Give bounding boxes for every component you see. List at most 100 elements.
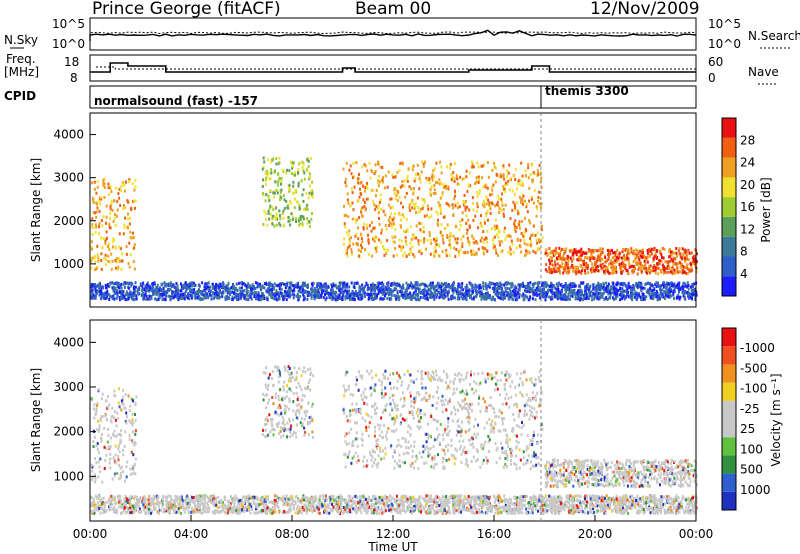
power-cells-cell-2580: [642, 286, 645, 290]
power-cells-cell-3211: [592, 287, 595, 291]
power-cells-cell-2512: [494, 292, 497, 296]
power-cells-cell-4288: [344, 297, 347, 301]
power-cells-cell-1191: [458, 182, 460, 186]
power-cells-cell-2020: [372, 292, 375, 296]
power-cells-cell-3253: [176, 284, 179, 288]
power-cells-cell-1682: [594, 256, 597, 260]
power-cells-cell-4155: [120, 296, 122, 300]
power-cells-cell-4172: [687, 296, 690, 300]
power-cells-cell-1483: [596, 260, 598, 264]
power-cells-cell-971: [499, 173, 502, 177]
power-cells-cell-2448: [169, 295, 172, 299]
power-cells-cell-18: [108, 260, 111, 264]
power-cells-cell-4268: [670, 281, 673, 285]
power-cells-cell-3945: [363, 285, 366, 289]
power-cells-cell-988: [435, 210, 438, 214]
power-cells-cell-654: [367, 241, 370, 245]
power-cells-cell-3978: [589, 290, 592, 294]
power-cells-cell-4585: [518, 283, 521, 287]
power-cells-cell-2952: [432, 294, 435, 298]
power-cells-cell-939: [464, 208, 467, 212]
power-cells-cell-1280: [485, 202, 488, 206]
power-cells-cell-2500: [555, 287, 558, 291]
power-cells-cell-379: [292, 161, 295, 165]
power-cells-cell-2639: [243, 289, 246, 292]
power-cells-cell-2854: [193, 284, 196, 288]
power-cells-cell-3510: [648, 291, 651, 295]
power-cells-cell-622: [524, 227, 527, 231]
power-cells-cell-423: [525, 252, 528, 256]
power-cells-cell-4451: [600, 294, 602, 298]
power-cells-cell-4323: [106, 293, 109, 297]
power-cells-cell-930: [382, 176, 384, 180]
power-cells-cell-4205: [303, 295, 306, 299]
power-cells-cell-375: [289, 223, 292, 227]
power-cells-cell-1799: [683, 250, 686, 254]
power-cells-cell-3267: [161, 289, 164, 293]
power-cells-cell-1102: [452, 171, 455, 175]
power-cells-cell-1696: [572, 251, 575, 255]
power-cells-cell-4485: [191, 288, 194, 292]
power-cells-cell-3693: [686, 281, 689, 285]
power-cells-cell-1150: [438, 244, 441, 248]
power-cells-cell-424: [382, 209, 385, 213]
power-cells-cell-4315: [226, 284, 228, 287]
power-cells-cell-4009: [419, 296, 422, 299]
power-cells-cell-533: [479, 221, 482, 225]
power-cells-cell-1421: [672, 251, 675, 255]
power-cells-cell-3988: [255, 293, 258, 297]
vel-cells-cell-175: [106, 440, 109, 444]
power-cells-cell-483: [419, 228, 422, 232]
power-cells-cell-390: [273, 170, 276, 174]
power-cells-cell-1023: [462, 200, 465, 203]
power-cells-cell-4544: [343, 285, 346, 289]
power-cells-cell-367: [310, 194, 313, 198]
power-cells-cell-1681: [685, 255, 687, 259]
power-cells-cell-332: [301, 165, 304, 169]
power-cells-cell-3761: [256, 282, 259, 285]
power-cells-cell-3388: [682, 284, 685, 288]
power-cells-cell-1055: [386, 185, 389, 189]
power-cells-cell-2811: [226, 287, 229, 290]
power-cells-cell-4571: [225, 289, 227, 293]
power-cells-cell-1165: [377, 211, 380, 215]
power-cells-cell-3506: [163, 281, 166, 285]
power-cells-cell-1772: [599, 264, 602, 268]
power-cells-cell-3672: [202, 293, 205, 297]
vel-cells-cell-42: [107, 405, 110, 409]
power-cells-cell-1244: [412, 187, 415, 190]
power-cells-cell-815: [500, 208, 503, 212]
power-cells-cell-1351: [574, 265, 577, 269]
power-cells-cell-531: [494, 227, 497, 231]
power-cells-cell-4565: [390, 297, 393, 301]
power-yticks-label-2: 3000: [53, 171, 84, 185]
power-cells-cell-1095: [375, 246, 377, 250]
power-cells-cell-4444: [358, 284, 361, 288]
power-cells-cell-929: [531, 178, 534, 182]
power-cells-cell-3700: [508, 282, 511, 286]
power-cells-cell-4465: [422, 290, 425, 294]
power-cells-cell-237: [262, 178, 265, 182]
power-cells-cell-3157: [261, 292, 263, 295]
power-cells-cell-263: [297, 167, 300, 171]
power-cells-cell-3348: [639, 285, 642, 289]
power-cells-cell-399: [281, 211, 284, 215]
power-cells-cell-994: [533, 172, 536, 175]
power-cells-cell-440: [518, 220, 521, 224]
vel-cells-cell-283: [301, 424, 304, 428]
power-cells-cell-3571: [275, 284, 278, 288]
power-cells-cell-2663: [491, 282, 494, 286]
power-cells-cell-2822: [513, 288, 516, 292]
power-cells-cell-1773: [594, 268, 597, 272]
power-cells-cell-1054: [399, 224, 402, 228]
power-cells-cell-3904: [682, 294, 685, 298]
power-cells-cell-3650: [440, 292, 443, 296]
power-cells-cell-961: [536, 231, 539, 235]
power-cells-cell-3332: [384, 294, 386, 298]
power-cells-cell-1607: [591, 262, 594, 266]
power-cells-cell-88: [91, 247, 94, 251]
vel-cells-cell-121: [130, 397, 133, 401]
power-cells-cell-869: [360, 208, 363, 212]
power-cells-cell-3406: [212, 285, 215, 289]
power-cells-cell-4198: [423, 289, 426, 293]
